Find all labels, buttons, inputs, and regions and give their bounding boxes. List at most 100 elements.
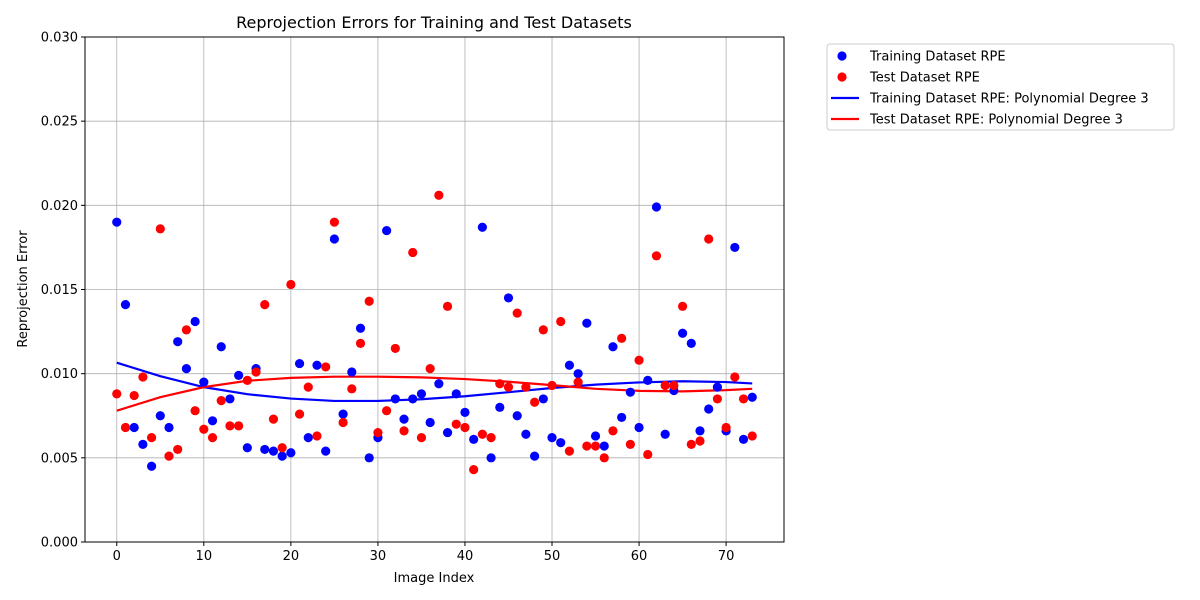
data-point-series-1 — [521, 382, 531, 392]
data-point-series-0 — [268, 446, 279, 456]
data-point-series-0 — [425, 417, 435, 428]
data-point-series-1 — [712, 394, 723, 404]
x-tick-label: 10 — [196, 549, 213, 564]
data-point-series-0 — [512, 411, 522, 421]
data-point-series-0 — [146, 461, 157, 471]
data-point-series-1 — [373, 427, 383, 438]
data-point-series-0 — [138, 439, 148, 449]
data-point-series-1 — [582, 441, 592, 451]
data-point-series-0 — [260, 444, 270, 455]
data-point-series-0 — [547, 433, 557, 443]
x-tick-label: 30 — [370, 549, 387, 564]
data-point-series-0 — [643, 375, 653, 385]
data-point-series-1 — [677, 301, 688, 311]
data-point-series-0 — [399, 414, 409, 424]
data-point-series-0 — [347, 367, 357, 377]
data-point-series-0 — [486, 453, 496, 463]
legend-marker-swatch — [837, 72, 847, 82]
y-tick-label: 0.030 — [41, 31, 78, 46]
data-point-series-0 — [277, 451, 287, 461]
data-point-series-1 — [599, 453, 609, 463]
data-point-series-0 — [181, 364, 192, 374]
data-point-series-0 — [434, 379, 444, 389]
data-point-series-1 — [695, 436, 705, 446]
legend-marker-swatch — [837, 51, 847, 61]
data-point-series-1 — [617, 333, 627, 343]
data-point-series-1 — [590, 441, 601, 451]
legend-label: Test Dataset RPE: Polynomial Degree 3 — [869, 113, 1123, 128]
data-point-series-0 — [355, 323, 366, 333]
x-tick-label: 60 — [631, 549, 648, 564]
data-point-series-0 — [556, 438, 566, 448]
data-point-series-0 — [730, 242, 740, 253]
y-tick-label: 0.025 — [41, 115, 78, 130]
data-point-series-0 — [538, 394, 548, 404]
data-point-series-0 — [294, 358, 305, 369]
data-point-series-1 — [173, 444, 183, 455]
series-points — [112, 190, 757, 475]
x-tick-label: 20 — [283, 549, 300, 564]
data-point-series-1 — [277, 443, 287, 453]
data-point-series-0 — [329, 234, 339, 244]
data-point-series-0 — [747, 392, 757, 402]
data-point-series-1 — [686, 439, 696, 449]
data-point-series-1 — [364, 296, 374, 306]
fit-line-series-2 — [116, 361, 753, 403]
data-point-series-0 — [712, 382, 723, 392]
data-point-series-0 — [477, 222, 487, 232]
data-point-series-1 — [234, 421, 244, 431]
data-point-series-0 — [599, 441, 609, 451]
x-axis-ticks: 0 10 20 30 40 50 60 70 — [113, 542, 734, 564]
data-point-series-1 — [608, 426, 618, 436]
data-point-series-1 — [530, 397, 540, 407]
data-point-series-1 — [260, 300, 270, 310]
x-tick-label: 50 — [544, 549, 561, 564]
data-point-series-1 — [495, 379, 505, 389]
data-point-series-1 — [556, 316, 566, 327]
legend-label: Training Dataset RPE: Polynomial Degree … — [869, 92, 1149, 107]
data-point-series-0 — [286, 448, 296, 458]
data-point-series-0 — [442, 427, 453, 438]
data-point-series-1 — [434, 190, 444, 200]
data-point-series-0 — [625, 387, 635, 397]
data-point-series-1 — [355, 338, 366, 348]
data-point-series-0 — [564, 360, 575, 370]
chart-title: Reprojection Errors for Training and Tes… — [236, 13, 632, 32]
data-point-series-1 — [347, 384, 357, 394]
data-point-series-0 — [738, 434, 749, 444]
data-point-series-1 — [538, 325, 548, 335]
data-point-series-1 — [477, 429, 487, 439]
data-point-series-1 — [338, 417, 348, 428]
data-point-series-0 — [321, 446, 331, 456]
fit-line-series-3 — [116, 375, 753, 412]
data-point-series-1 — [747, 431, 757, 441]
data-point-series-1 — [138, 372, 148, 382]
data-point-series-0 — [695, 426, 705, 436]
data-point-series-0 — [199, 377, 209, 387]
data-point-series-0 — [190, 316, 200, 327]
data-point-series-1 — [425, 364, 435, 374]
data-point-series-0 — [234, 370, 244, 380]
data-point-series-0 — [364, 453, 374, 463]
data-point-series-0 — [704, 404, 714, 414]
data-point-series-0 — [469, 434, 479, 444]
data-point-series-1 — [120, 422, 131, 433]
data-point-series-1 — [329, 217, 339, 227]
data-point-series-1 — [669, 380, 679, 391]
data-point-series-1 — [399, 426, 409, 436]
data-point-series-0 — [451, 389, 461, 399]
data-point-series-0 — [634, 422, 644, 433]
data-point-series-1 — [660, 380, 670, 391]
data-point-series-1 — [303, 382, 313, 392]
data-point-series-0 — [216, 342, 226, 352]
data-point-series-0 — [416, 389, 427, 399]
data-point-series-1 — [216, 396, 226, 406]
data-point-series-0 — [608, 342, 618, 352]
data-point-series-1 — [112, 389, 122, 399]
data-point-series-0 — [660, 429, 670, 439]
data-point-series-0 — [495, 402, 505, 412]
legend: Training Dataset RPE Test Dataset RPE Trai… — [826, 43, 1175, 131]
data-point-series-1 — [294, 409, 305, 419]
data-point-series-1 — [573, 377, 583, 387]
